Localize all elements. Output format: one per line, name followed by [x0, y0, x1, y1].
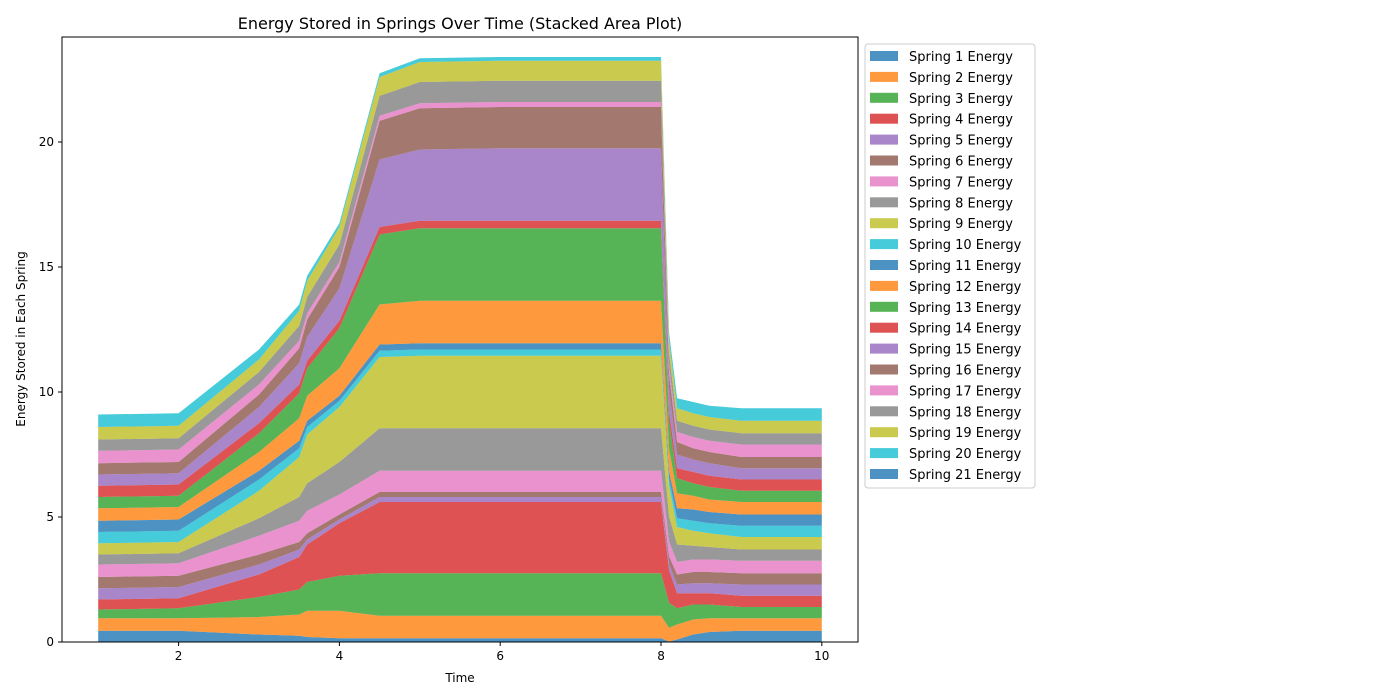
legend-swatch	[870, 301, 898, 312]
y-tick-label: 0	[46, 635, 54, 649]
legend-label: Spring 11 Energy	[909, 259, 1022, 274]
area-series-13	[98, 228, 822, 509]
area-series-19	[98, 60, 822, 440]
legend-swatch	[870, 134, 898, 145]
legend-label: Spring 12 Energy	[909, 280, 1022, 295]
legend-swatch	[870, 343, 898, 354]
x-tick-label: 6	[496, 649, 504, 663]
y-tick-label: 10	[39, 385, 54, 399]
legend-label: Spring 15 Energy	[909, 343, 1022, 358]
x-tick-label: 10	[814, 649, 829, 663]
y-axis-ticks: 0 5 10 15 20	[39, 135, 62, 649]
legend-label: Spring 5 Energy	[909, 134, 1013, 149]
area-series-20	[98, 57, 822, 427]
area-series-4	[98, 502, 822, 610]
area-series-5	[98, 497, 822, 600]
legend-label: Spring 21 Energy	[909, 468, 1022, 483]
y-tick-label: 15	[39, 260, 54, 274]
area-series-6	[98, 492, 822, 589]
legend-frame	[864, 43, 1036, 489]
y-axis-label: Energy Stored in Each Spring	[14, 251, 28, 426]
area-series-1	[98, 630, 822, 642]
legend-swatch	[870, 448, 898, 459]
legend-swatch	[870, 469, 898, 479]
legend-label: Spring 20 Energy	[909, 447, 1022, 462]
area-series-18	[98, 80, 822, 451]
series-areas	[98, 57, 822, 642]
legend-swatch	[870, 71, 898, 82]
legend-swatch	[870, 239, 898, 250]
plot-frame	[61, 36, 859, 643]
area-series-9	[98, 355, 822, 555]
legend-label: Spring 3 Energy	[909, 92, 1013, 107]
legend-label: Spring 6 Energy	[909, 155, 1013, 170]
legend-label: Spring 16 Energy	[909, 364, 1022, 379]
legend-swatch	[870, 92, 898, 103]
y-tick-label: 20	[39, 135, 54, 149]
legend-label: Spring 9 Energy	[909, 217, 1013, 232]
legend-swatch	[870, 385, 898, 396]
legend-swatch	[870, 197, 898, 208]
legend-swatch	[870, 155, 898, 166]
legend-label: Spring 18 Energy	[909, 405, 1022, 420]
area-series-8	[98, 428, 822, 565]
legend-swatch	[870, 427, 898, 438]
chart-title: Energy Stored in Springs Over Time (Stac…	[238, 14, 683, 33]
legend-label: Spring 17 Energy	[909, 384, 1022, 399]
area-series-2	[98, 610, 822, 642]
x-tick-label: 4	[336, 649, 344, 663]
area-series-16	[98, 107, 822, 475]
area-series-7	[98, 470, 822, 577]
legend-swatch	[870, 113, 898, 124]
legend-label: Spring 13 Energy	[909, 301, 1022, 316]
legend-label: Spring 2 Energy	[909, 71, 1013, 86]
area-series-3	[98, 573, 822, 628]
legend-swatch	[870, 218, 898, 229]
x-axis-ticks: 2 4 6 8 10	[175, 642, 829, 663]
legend-label: Spring 10 Energy	[909, 238, 1022, 253]
legend-label: Spring 7 Energy	[909, 175, 1013, 190]
legend-swatch	[870, 406, 898, 417]
legend-swatch	[870, 176, 898, 187]
y-tick-label: 5	[46, 510, 54, 524]
area-series-15	[98, 148, 822, 486]
legend-label: Spring 1 Energy	[909, 50, 1013, 65]
legend-swatch	[870, 364, 898, 375]
x-axis-label: Time	[444, 671, 474, 685]
legend-label: Spring 19 Energy	[909, 426, 1022, 441]
legend-swatch	[870, 322, 898, 333]
legend-swatch	[870, 280, 898, 291]
legend: Spring 1 Energy Spring 2 Energy Spring 3 E…	[864, 43, 1036, 489]
x-tick-label: 8	[657, 649, 665, 663]
legend-label: Spring 8 Energy	[909, 196, 1013, 211]
legend-label: Spring 4 Energy	[909, 113, 1013, 128]
legend-swatch	[870, 260, 898, 270]
legend-swatch	[870, 51, 898, 61]
x-tick-label: 2	[175, 649, 183, 663]
legend-label: Spring 14 Energy	[909, 322, 1022, 337]
